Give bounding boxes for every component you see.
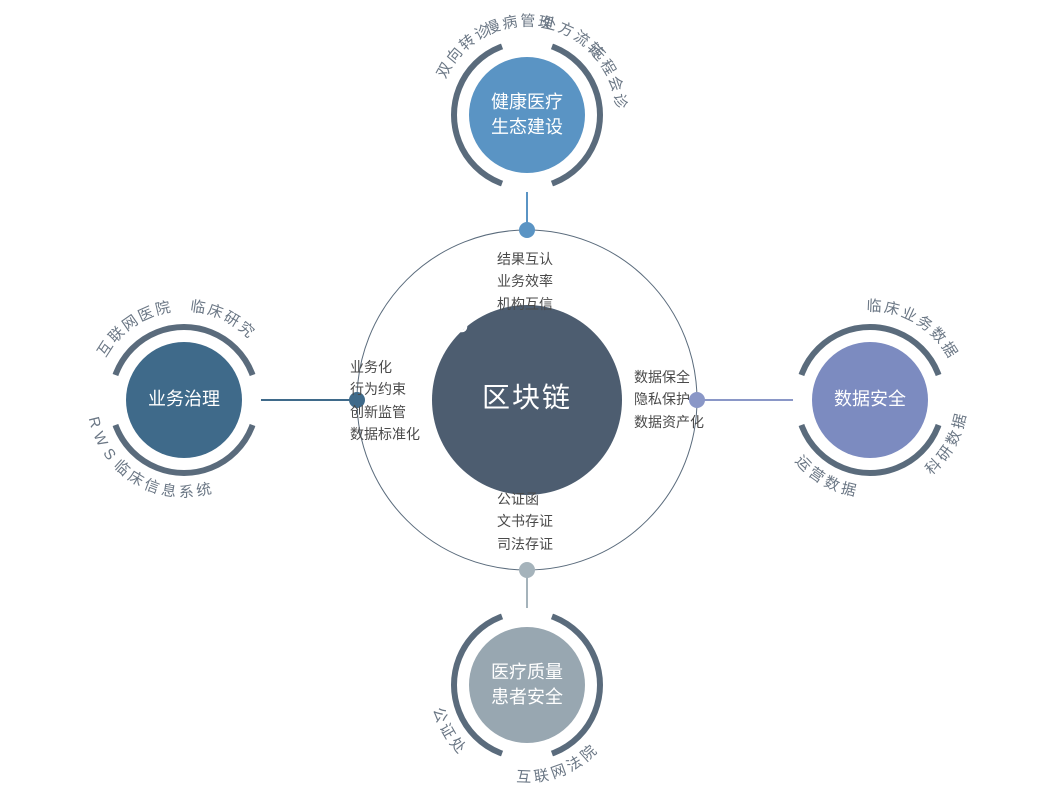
arc-label-char: 信	[142, 476, 162, 497]
arc-label-char: 医	[136, 304, 157, 326]
outer-node-label-line: 医疗质量	[491, 660, 563, 685]
arc-label-char: 统	[195, 480, 213, 500]
inner-label-line: 业务化	[350, 356, 420, 378]
inner-label-line: 数据标准化	[350, 423, 420, 445]
arc-label-char: W	[89, 429, 111, 450]
arc-label-char: 处	[540, 14, 559, 34]
inner-labels-right: 数据保全隐私保护数据资产化	[634, 366, 704, 433]
inner-labels-bottom: 公证函文书存证司法存证	[497, 488, 553, 555]
arc-label-char: 据	[950, 412, 970, 431]
inner-label-line: 数据保全	[634, 366, 704, 388]
outer-node-top: 健康医疗生态建设	[469, 57, 585, 173]
center-label: 区块链	[482, 376, 572, 416]
outer-node-label-line: 健康医疗	[491, 90, 563, 115]
outer-node-label-line: 生态建设	[491, 115, 563, 140]
outer-node-bottom: 医疗质量患者安全	[469, 627, 585, 743]
arc-label-char: 会	[605, 74, 626, 94]
inner-label-line: 隐私保护	[634, 388, 704, 410]
arc-label-char: 息	[160, 482, 178, 501]
outer-node-label-line: 业务治理	[148, 387, 220, 412]
inner-label-line: 文书存证	[497, 510, 553, 532]
center-node-blockchain: 区块链	[432, 305, 622, 495]
arc-label-char: 管	[520, 13, 535, 30]
arc-label-char: 院	[154, 298, 173, 319]
arc-label-char: 临	[189, 298, 206, 317]
arc-label-char: 病	[501, 13, 519, 32]
inner-label-line: 机构互信	[497, 293, 553, 315]
arc-label-char: 据	[839, 480, 858, 500]
inner-label-line: 司法存证	[497, 533, 553, 555]
outer-node-label-line: 患者安全	[491, 685, 563, 710]
inner-labels-top: 结果互认业务效率机构互信	[497, 248, 553, 315]
arc-label-char: 联	[533, 767, 550, 786]
arc-label-char: 系	[179, 484, 194, 501]
inner-label-line: 创新监管	[350, 401, 420, 423]
inner-label-line: 公证函	[497, 488, 553, 510]
inner-label-line: 行为约束	[350, 378, 420, 400]
inner-label-line: 结果互认	[497, 248, 553, 270]
outer-node-label-line: 数据安全	[834, 387, 906, 412]
inner-labels-left: 业务化行为约束创新监管数据标准化	[350, 356, 420, 446]
arc-label-char: 互	[516, 769, 532, 787]
arc-label-char: 诊	[610, 92, 629, 109]
outer-node-left: 业务治理	[126, 342, 242, 458]
arc-label-char: 临	[866, 298, 882, 316]
arc-label-char: S	[99, 445, 119, 463]
inner-label-line: 数据资产化	[634, 411, 704, 433]
inner-label-line: 业务效率	[497, 270, 553, 292]
arc-label-char: 床	[883, 299, 902, 319]
outer-node-right: 数据安全	[812, 342, 928, 458]
arc-label-char: R	[85, 415, 104, 430]
